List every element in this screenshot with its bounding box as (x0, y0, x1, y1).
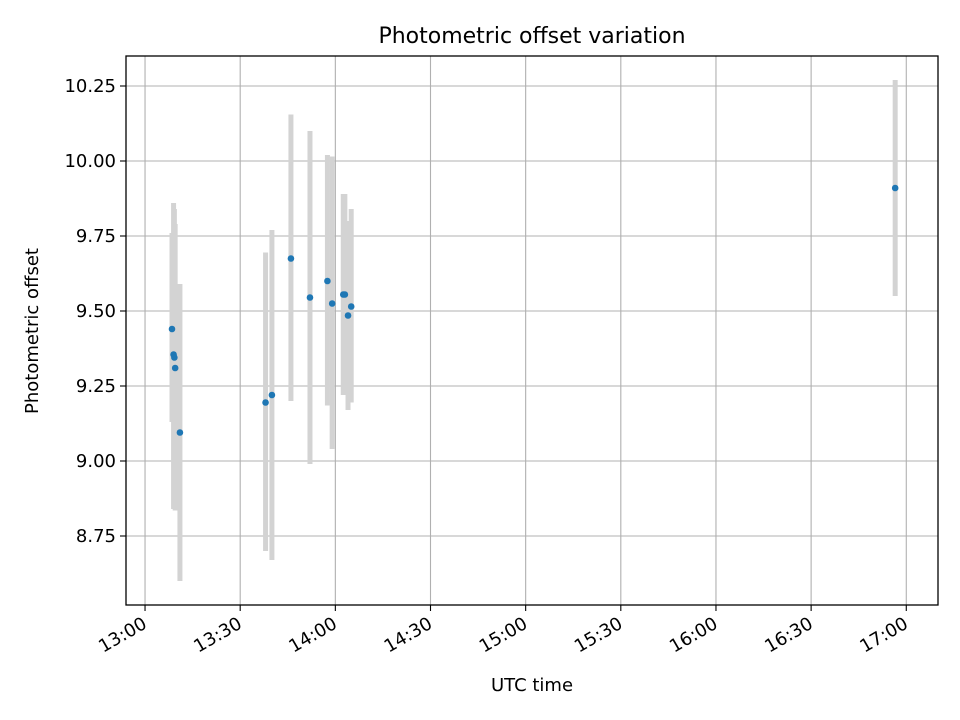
y-tick-label: 10.00 (64, 151, 116, 172)
grid (126, 56, 938, 605)
y-tick-label: 9.50 (76, 301, 116, 322)
y-tick-label: 9.75 (76, 226, 116, 247)
x-tick-label: 13:00 (95, 613, 150, 657)
data-point (168, 325, 176, 333)
chart-title: Photometric offset variation (378, 24, 685, 49)
data-point (171, 354, 178, 361)
data-point (328, 300, 336, 307)
data-point (287, 255, 295, 262)
x-axis-ticks: 13:00 13:30 14:00 14:30 15:00 15:30 16:00 16:30… (95, 605, 912, 657)
y-tick-label: 10.25 (64, 76, 116, 97)
data-point (341, 291, 349, 298)
data-point (324, 277, 331, 285)
data-point (891, 184, 899, 192)
error-bars (169, 80, 898, 581)
y-tick-label: 8.75 (76, 526, 116, 547)
data-point (344, 312, 352, 319)
data-point (268, 391, 276, 399)
x-tick-label: 16:00 (666, 613, 721, 657)
data-point (171, 364, 179, 372)
data-point (347, 303, 355, 310)
y-axis-ticks: 8.75 9.00 9.25 9.50 9.75 10.00 10.25 (64, 76, 126, 547)
x-axis-label: UTC time (491, 675, 573, 696)
data-point (176, 429, 184, 436)
x-tick-label: 14:30 (381, 613, 436, 657)
y-tick-label: 9.00 (76, 451, 116, 472)
y-tick-label: 9.25 (76, 376, 116, 397)
x-tick-label: 16:30 (761, 613, 816, 657)
x-tick-label: 15:30 (571, 613, 626, 657)
data-points (168, 184, 899, 436)
x-tick-label: 14:00 (285, 613, 340, 657)
x-tick-label: 13:30 (190, 613, 245, 657)
x-tick-label: 15:00 (476, 613, 531, 657)
data-point (306, 294, 314, 301)
plot-frame (125, 55, 939, 606)
y-axis-label: Photometric offset (22, 248, 43, 414)
x-tick-label: 17:00 (856, 613, 911, 657)
data-point (262, 399, 269, 406)
